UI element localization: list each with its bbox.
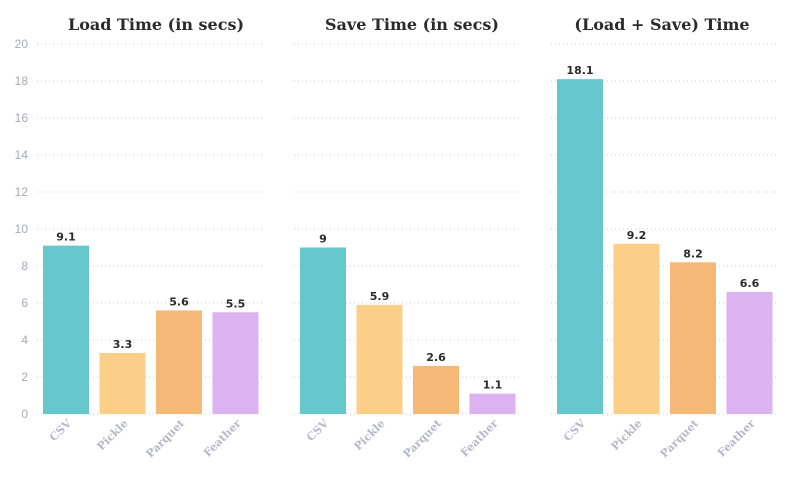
bar-feather — [726, 291, 773, 414]
bar-pickle — [99, 352, 146, 414]
data-label: 9.2 — [627, 229, 647, 242]
bar-pickle — [613, 243, 660, 414]
y-tick-label: 6 — [21, 296, 28, 310]
chart-panel-3: (Load + Save) Time 18.1 CSV 9.2 Pickle 8.2 Par… — [551, 15, 776, 461]
bar-parquet — [413, 365, 459, 414]
data-label: 8.2 — [683, 247, 703, 260]
bar-feather — [212, 312, 259, 414]
data-label: 2.6 — [426, 351, 446, 364]
data-label: 5.5 — [226, 297, 246, 310]
y-tick-label: 0 — [21, 407, 28, 421]
y-tick-label: 16 — [15, 111, 29, 125]
bar-pickle — [356, 304, 403, 414]
bar-csv — [300, 247, 346, 414]
bar-parquet — [156, 310, 202, 414]
chart-panel-1: 0 2 4 6 8 10 12 14 16 18 20 Load Time (in secs) 9.1 C… — [15, 15, 262, 461]
x-tick-label: Parquet — [401, 416, 445, 460]
x-tick-label: Feather — [201, 417, 244, 460]
data-label: 1.1 — [483, 379, 503, 392]
y-tick-label: 4 — [21, 333, 28, 347]
x-tick-label: Pickle — [609, 417, 645, 453]
x-tick-label: Feather — [458, 417, 501, 460]
y-tick-label: 18 — [15, 74, 29, 88]
data-label: 6.6 — [740, 277, 760, 290]
x-tick-label: CSV — [561, 417, 588, 444]
data-label: 18.1 — [566, 64, 593, 77]
chart-title: Load Time (in secs) — [68, 15, 244, 34]
x-tick-label: Pickle — [95, 417, 131, 453]
chart-title: Save Time (in secs) — [325, 15, 499, 34]
chart-title: (Load + Save) Time — [574, 15, 749, 34]
data-label: 9.1 — [56, 231, 76, 244]
x-tick-label: Parquet — [658, 416, 702, 460]
data-label: 5.9 — [370, 290, 390, 303]
x-tick-label: Pickle — [352, 417, 388, 453]
bar-csv — [43, 245, 89, 414]
y-tick-label: 12 — [15, 185, 29, 199]
y-tick-label: 2 — [21, 370, 28, 384]
data-label: 9 — [319, 233, 327, 246]
data-label: 3.3 — [113, 338, 133, 351]
x-tick-label: Feather — [715, 417, 758, 460]
x-tick-label: CSV — [304, 417, 331, 444]
bar-csv — [557, 79, 603, 415]
y-tick-label: 10 — [15, 222, 29, 236]
data-label: 5.6 — [169, 295, 189, 308]
x-tick-label: CSV — [47, 417, 74, 444]
bar-parquet — [670, 262, 716, 414]
y-tick-label: 8 — [21, 259, 28, 273]
y-tick-label: 14 — [15, 148, 29, 162]
bar-feather — [469, 393, 516, 414]
x-tick-label: Parquet — [144, 416, 188, 460]
y-tick-label: 20 — [15, 37, 29, 51]
chart-panel-2: Save Time (in secs) 9 CSV 5.9 Pickle 2.6 Parqu… — [294, 15, 519, 461]
